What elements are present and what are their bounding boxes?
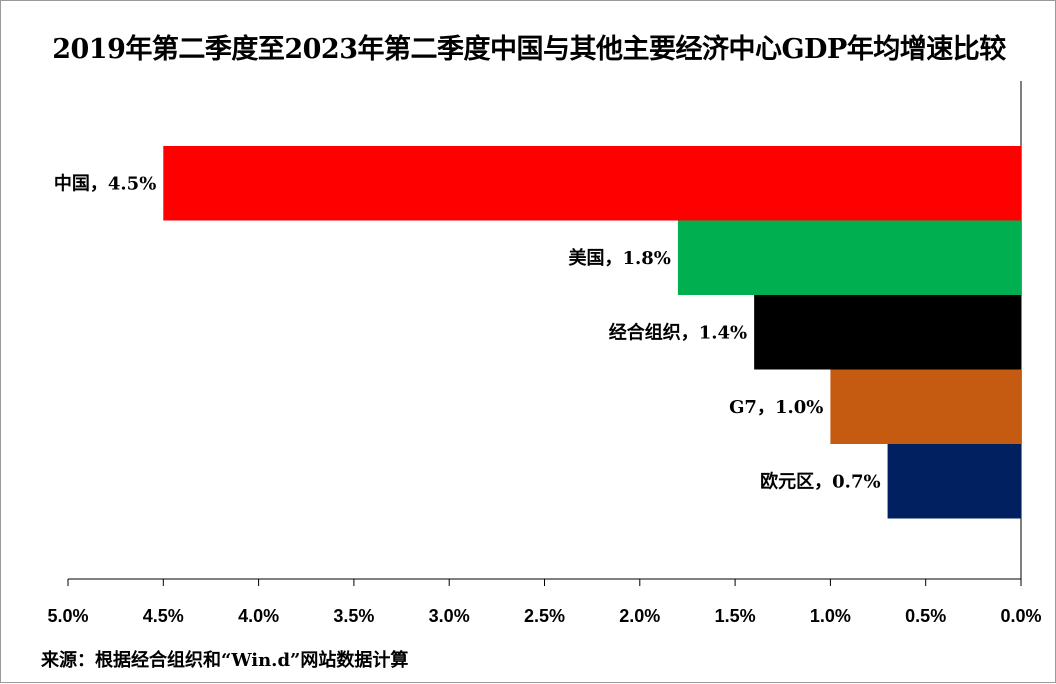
source-note: 来源：根据经合组织和“Win.d”网站数据计算 [41,650,409,671]
x-tick-label: 4.0% [238,606,279,626]
bar-4 [830,369,1021,444]
bar-data-label: 中国，4.5% [54,172,156,194]
x-tick-label: 1.5% [715,606,756,626]
bar-data-label: 欧元区，0.7% [760,470,880,492]
bar-2 [677,220,1021,295]
x-tick-label: 2.0% [619,606,660,626]
x-tick-label: 3.0% [429,606,470,626]
bar-5 [887,444,1021,519]
bar-1 [163,146,1022,221]
bar-data-label: 美国，1.8% [568,247,670,269]
x-tick-label: 3.5% [333,606,374,626]
chart-title: 2019年第二季度至2023年第二季度中国与其他主要经济中心GDP年均增速比较 [52,34,1006,65]
x-tick-label: 1.0% [810,606,851,626]
x-tick-label: 0.5% [905,606,946,626]
x-tick-label: 0.0% [1000,606,1041,626]
bar-data-label: 经合组织，1.4% [609,321,747,343]
bar-data-label: G7，1.0% [729,397,823,418]
x-tick-label: 4.5% [143,606,184,626]
x-tick-label: 5.0% [47,606,88,626]
bar-3 [754,295,1021,370]
x-tick-label: 2.5% [524,606,565,626]
